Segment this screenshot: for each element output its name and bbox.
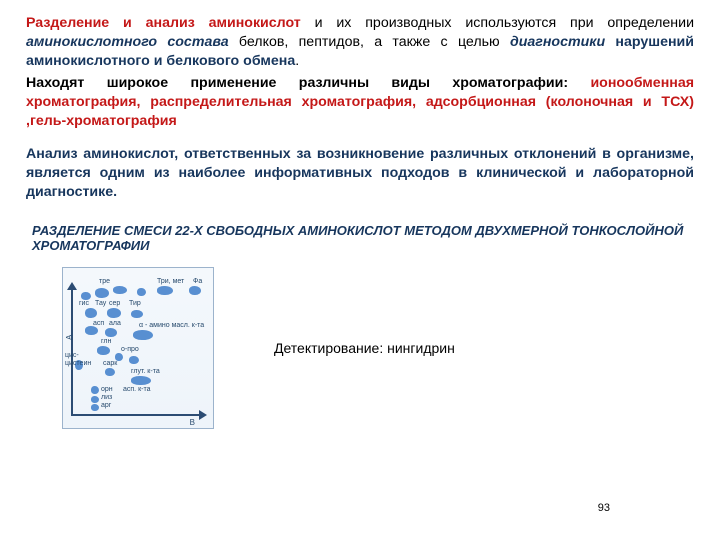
tlc-spot — [113, 286, 127, 294]
paragraph-2: Находят широкое применение различны виды… — [26, 74, 694, 132]
tlc-label: глут. к-та — [131, 368, 160, 375]
page-number: 93 — [598, 502, 610, 514]
p1-t5: диагностики — [510, 34, 605, 50]
tlc-label: Фа — [193, 278, 202, 285]
tlc-spot — [95, 288, 109, 298]
tlc-label: цистеин — [65, 360, 91, 367]
tlc-spot — [107, 308, 121, 318]
tlc-spot — [91, 404, 99, 411]
p1-t4: белков, пептидов, а также с целью — [229, 34, 510, 50]
figure-row: А В тре гис Таусер Тир Три, мет Фа аспала α - а… — [26, 267, 694, 429]
tlc-label: ала — [109, 320, 121, 327]
tlc-label: сарк — [103, 360, 117, 367]
arrow-b — [199, 410, 207, 420]
tlc-spot — [91, 396, 99, 403]
axis-b — [71, 414, 201, 416]
tlc-spot — [129, 356, 139, 364]
p1-t3: аминокислотного состава — [26, 34, 229, 50]
tlc-label: гис — [79, 300, 89, 307]
tlc-spot — [105, 368, 115, 376]
tlc-spot — [91, 386, 99, 394]
tlc-spot — [85, 308, 97, 318]
tlc-label: асп — [93, 320, 104, 327]
axis-a-label: А — [65, 334, 74, 339]
tlc-label: лиз — [101, 394, 112, 401]
tlc-spot — [133, 330, 153, 340]
paragraph-1: Разделение и анализ аминокислот и их про… — [26, 14, 694, 72]
p1-t2: и их производных используются при опреде… — [301, 15, 694, 31]
detection-caption: Детектирование: нингидрин — [274, 340, 455, 356]
tlc-label: Три, мет — [157, 278, 184, 285]
p2-t1: Находят широкое применение различны виды… — [26, 75, 590, 91]
tlc-heading: РАЗДЕЛЕНИЕ СМЕСИ 22-Х СВОБОДНЫХ АМИНОКИС… — [26, 223, 694, 253]
tlc-label: сер — [109, 300, 120, 307]
tlc-label: α - амино масл. к-та — [139, 322, 204, 329]
tlc-label: глн — [101, 338, 111, 345]
tlc-spot — [131, 310, 143, 318]
tlc-label: о-про — [121, 346, 139, 353]
arrow-a — [67, 282, 77, 290]
tlc-spot — [105, 328, 117, 337]
tlc-label: тре — [99, 278, 110, 285]
tlc-spot — [157, 286, 173, 295]
tlc-spot — [97, 346, 110, 355]
tlc-label: арг — [101, 402, 111, 409]
paragraph-3: Анализ аминокислот, ответственных за воз… — [26, 145, 694, 203]
chromatogram: А В тре гис Таусер Тир Три, мет Фа аспала α - а… — [62, 267, 214, 429]
tlc-label: цис- — [65, 352, 79, 359]
tlc-spot — [137, 288, 146, 296]
tlc-spot — [81, 292, 91, 300]
tlc-label: орн — [101, 386, 113, 393]
tlc-label: Тир — [129, 300, 141, 307]
tlc-spot — [85, 326, 98, 335]
p1-t7: . — [295, 53, 299, 69]
p1-t1: Разделение и анализ аминокислот — [26, 15, 301, 31]
axis-b-label: В — [190, 418, 195, 427]
tlc-spot — [189, 286, 201, 295]
tlc-label: асп. к-та — [123, 386, 151, 393]
tlc-label: Тау — [95, 300, 106, 307]
tlc-spot — [131, 376, 151, 385]
slide-content: Разделение и анализ аминокислот и их про… — [0, 0, 720, 429]
